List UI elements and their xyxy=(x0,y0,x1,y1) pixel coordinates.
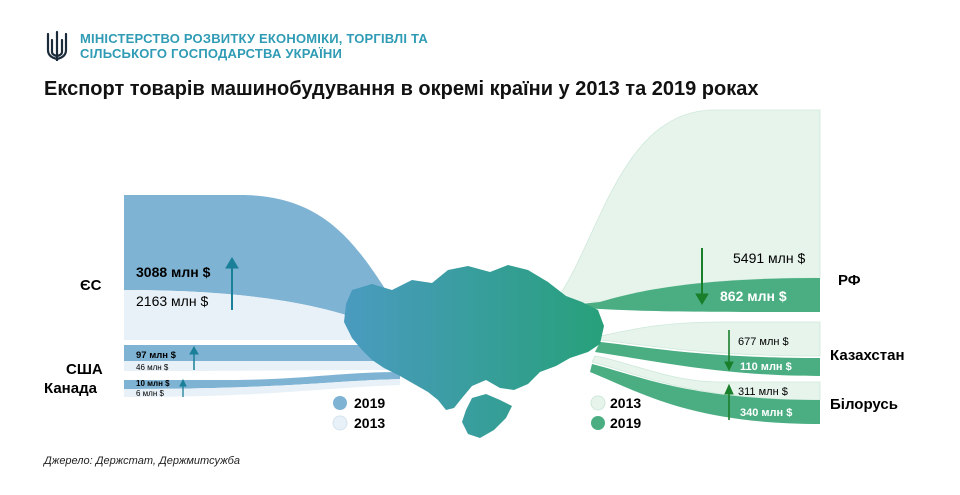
trend-arrow-canada xyxy=(179,378,187,397)
legend-label-2019-left: 2019 xyxy=(354,395,385,411)
ministry-name: МІНІСТЕРСТВО РОЗВИТКУ ЕКОНОМІКИ, ТОРГІВЛ… xyxy=(80,31,428,61)
west-flows xyxy=(124,195,400,397)
flow-eu-2019 xyxy=(124,195,400,330)
country-label-us: США xyxy=(66,361,103,378)
value-by-2019: 340 млн $ xyxy=(740,407,792,419)
trend-arrow-kz xyxy=(724,330,734,372)
ministry-line-2: СІЛЬСЬКОГО ГОСПОДАРСТВА УКРАЇНИ xyxy=(80,46,343,61)
value-us-2019: 97 млн $ xyxy=(136,350,177,361)
value-us-2013: 46 млн $ xyxy=(136,363,169,372)
trend-arrow-eu xyxy=(225,257,239,310)
legend-swatch-2019-left xyxy=(333,396,347,410)
value-rf-2013: 5491 млн $ xyxy=(733,250,805,266)
trend-arrow-us xyxy=(189,345,199,370)
value-rf-2019: 862 млн $ xyxy=(720,288,787,304)
flow-rf-2013 xyxy=(554,109,821,303)
value-canada-2013: 6 млн $ xyxy=(136,389,164,398)
country-label-canada: Канада xyxy=(44,380,98,397)
ministry-line-1: МІНІСТЕРСТВО РОЗВИТКУ ЕКОНОМІКИ, ТОРГІВЛ… xyxy=(80,31,428,46)
value-canada-2019: 10 млн $ xyxy=(136,379,170,388)
header: МІНІСТЕРСТВО РОЗВИТКУ ЕКОНОМІКИ, ТОРГІВЛ… xyxy=(44,30,428,62)
value-eu-2019: 3088 млн $ xyxy=(136,264,211,280)
value-kz-2019: 110 млн $ xyxy=(740,361,792,373)
east-flows xyxy=(554,109,821,424)
flow-eu-2013 xyxy=(124,290,400,340)
flow-by-2019 xyxy=(590,364,820,424)
country-label-rf: РФ xyxy=(838,272,861,289)
flow-canada-2019 xyxy=(124,372,400,389)
legend-label-2019-right: 2019 xyxy=(610,415,641,431)
flow-canada-2013 xyxy=(124,379,400,397)
value-kz-2013: 677 млн $ xyxy=(738,336,789,348)
flow-by-2013 xyxy=(591,355,821,401)
legend-swatch-2013-right xyxy=(590,395,606,411)
flow-us-2013 xyxy=(124,361,400,371)
value-eu-2013: 2163 млн $ xyxy=(136,293,208,309)
country-label-kz: Казахстан xyxy=(830,347,905,364)
country-label-eu: ЄС xyxy=(80,277,102,294)
chart-title: Експорт товарів машинобудування в окремі… xyxy=(44,78,759,100)
source-note: Джерело: Держстат, Держмитсужба xyxy=(44,455,240,467)
flow-rf-2019 xyxy=(560,278,820,312)
legend-swatch-2013-left xyxy=(332,415,348,431)
legend-swatch-2019-right xyxy=(591,416,605,430)
ukraine-map xyxy=(344,265,604,438)
legend-right: 2013 2019 xyxy=(590,395,641,431)
country-label-by: Білорусь xyxy=(830,396,898,413)
trend-arrow-rf xyxy=(695,248,709,305)
trident-icon xyxy=(46,30,68,61)
value-by-2013: 311 млн $ xyxy=(738,386,788,398)
legend-label-2013-right: 2013 xyxy=(610,395,641,411)
trend-arrow-by xyxy=(724,383,734,420)
flow-kz-2019 xyxy=(595,342,820,376)
legend-left: 2019 2013 xyxy=(332,395,385,431)
legend-label-2013-left: 2013 xyxy=(354,415,385,431)
